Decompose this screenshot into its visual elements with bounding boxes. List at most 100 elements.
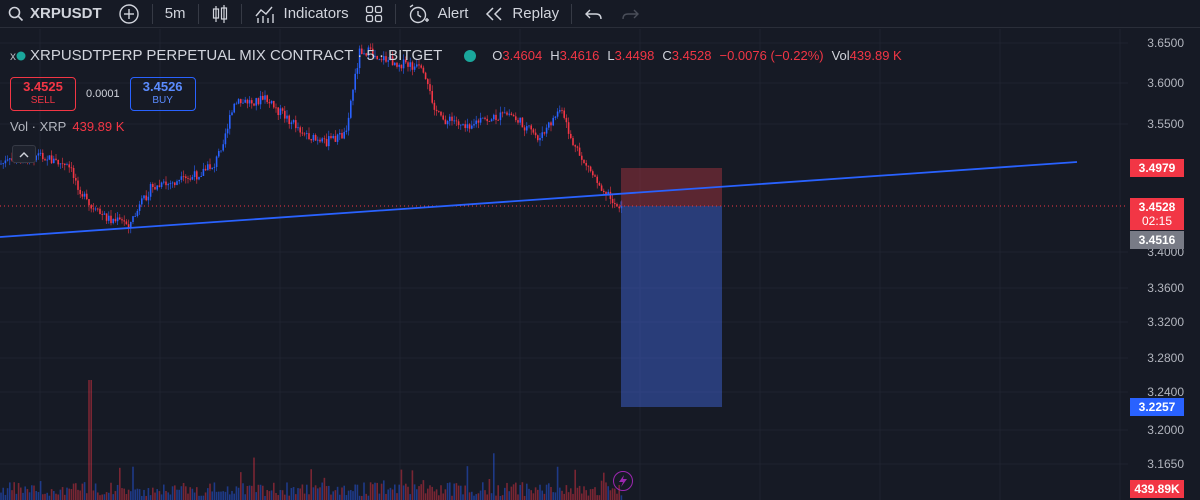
candle-body bbox=[435, 109, 438, 112]
volume-bar bbox=[550, 486, 552, 500]
candle-body bbox=[165, 181, 167, 186]
trend-line[interactable] bbox=[0, 161, 1078, 238]
candle-body bbox=[240, 99, 242, 104]
volume-bar bbox=[328, 485, 330, 500]
candle-body bbox=[88, 199, 90, 206]
candle-body bbox=[462, 124, 464, 126]
candle-body bbox=[537, 135, 539, 141]
candle-body bbox=[55, 158, 57, 160]
candle-body bbox=[143, 195, 145, 199]
volume-bar bbox=[442, 493, 444, 500]
volume-bar bbox=[554, 492, 557, 500]
candle-body bbox=[81, 194, 84, 197]
legend-toggle-icon[interactable]: x bbox=[10, 48, 16, 63]
candle-body bbox=[37, 153, 40, 156]
volume-bar bbox=[279, 489, 282, 500]
chart-legend: x XRPUSDTPERP PERPETUAL MIX CONTRACT · 5… bbox=[10, 47, 902, 64]
candle-body bbox=[490, 119, 493, 122]
candle-body bbox=[442, 115, 444, 120]
candle-body bbox=[607, 191, 609, 196]
volume-bar bbox=[169, 494, 172, 500]
candle-body bbox=[594, 175, 596, 177]
volume-bar bbox=[332, 491, 334, 500]
lightning-icon bbox=[619, 475, 627, 487]
candle-body bbox=[255, 98, 257, 106]
interval-button[interactable]: 5m bbox=[157, 0, 194, 28]
undo-button[interactable] bbox=[576, 0, 612, 28]
volume-bar bbox=[156, 489, 158, 500]
volume-bar bbox=[308, 494, 310, 500]
volume-bar bbox=[262, 485, 264, 500]
candle-body bbox=[301, 132, 304, 134]
volume-bar bbox=[471, 491, 473, 500]
candle-body bbox=[427, 79, 429, 85]
volume-bar bbox=[270, 490, 273, 500]
indicators-icon bbox=[254, 6, 274, 23]
candle-body bbox=[145, 195, 147, 201]
layouts-button[interactable] bbox=[357, 0, 391, 28]
buy-button[interactable]: 3.4526 BUY bbox=[129, 77, 196, 111]
volume-bar bbox=[213, 482, 216, 500]
replay-button[interactable]: Replay bbox=[476, 0, 567, 28]
candle-body bbox=[141, 198, 143, 205]
volume-bar bbox=[539, 484, 541, 500]
candle-body bbox=[563, 110, 565, 118]
toolbar-divider bbox=[197, 3, 199, 24]
volume-bar bbox=[607, 486, 609, 500]
symbol-search[interactable]: XRPUSDT bbox=[0, 0, 110, 28]
candle-body bbox=[68, 164, 70, 168]
volume-bar bbox=[31, 485, 33, 500]
volume-bar bbox=[372, 484, 374, 500]
volume-bar bbox=[255, 492, 257, 500]
sell-button[interactable]: 3.4525 SELL bbox=[10, 77, 76, 111]
candle-body bbox=[213, 166, 216, 168]
volume-bar bbox=[119, 467, 121, 500]
indicators-button[interactable]: Indicators bbox=[246, 0, 357, 28]
volume-bar bbox=[310, 469, 312, 500]
volume-bar bbox=[220, 491, 222, 500]
volume-bar bbox=[33, 485, 35, 500]
volume-bar bbox=[13, 482, 15, 500]
candle-body bbox=[290, 122, 293, 125]
volume-bar bbox=[587, 495, 590, 500]
volume-bar bbox=[123, 488, 125, 500]
candle-body bbox=[521, 117, 524, 128]
volume-bar bbox=[182, 482, 185, 500]
candle-body bbox=[77, 180, 79, 190]
volume-bar bbox=[420, 484, 422, 500]
volume-bar bbox=[563, 493, 565, 500]
candle-body bbox=[614, 203, 616, 205]
volume-bar bbox=[389, 487, 392, 500]
candle-body bbox=[306, 133, 308, 134]
redo-button[interactable] bbox=[612, 0, 648, 28]
volume-bar bbox=[66, 487, 68, 500]
volume-bar bbox=[572, 493, 574, 500]
candle-body bbox=[110, 215, 112, 224]
compare-button[interactable] bbox=[110, 0, 148, 28]
candle-body bbox=[2, 163, 4, 165]
candle-body bbox=[156, 185, 158, 190]
volume-bar bbox=[462, 494, 464, 500]
price-chart[interactable] bbox=[0, 29, 1200, 500]
candle-body bbox=[396, 62, 398, 67]
volume-bar bbox=[248, 485, 251, 500]
chart-type-button[interactable] bbox=[203, 0, 237, 28]
volume-bar bbox=[451, 495, 453, 500]
candle-body bbox=[541, 132, 543, 138]
candle-body bbox=[46, 159, 48, 161]
candle-body bbox=[121, 219, 123, 221]
chart-pane[interactable]: x XRPUSDTPERP PERPETUAL MIX CONTRACT · 5… bbox=[0, 29, 1200, 500]
alert-button[interactable]: Alert bbox=[400, 0, 477, 28]
lightning-button[interactable] bbox=[613, 471, 633, 491]
candle-body bbox=[64, 163, 66, 165]
replay-label: Replay bbox=[512, 5, 560, 22]
candle-body bbox=[207, 164, 209, 171]
volume-bar bbox=[222, 491, 224, 500]
volume-bar bbox=[281, 490, 284, 500]
collapse-legend-button[interactable] bbox=[12, 145, 36, 163]
candle-body bbox=[248, 100, 251, 104]
position-profit-zone[interactable] bbox=[621, 206, 722, 407]
volume-bar bbox=[504, 487, 506, 500]
candle-body bbox=[554, 116, 557, 118]
volume-bar bbox=[81, 483, 84, 500]
